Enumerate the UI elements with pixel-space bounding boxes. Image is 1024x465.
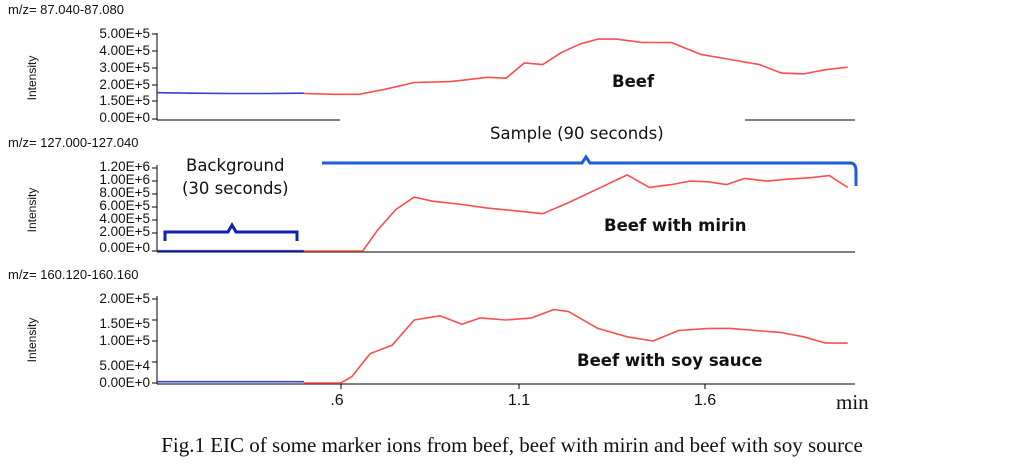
sample-bracket (322, 154, 858, 186)
y-tick: 1.00E+5 (99, 333, 150, 348)
mz-label-beef: m/z= 87.040-87.080 (8, 2, 124, 17)
y-tick: 4.00E+5 (99, 211, 150, 226)
y-tick: 4.00E+5 (99, 43, 150, 58)
sample-trace (303, 174, 849, 252)
y-tick: 0.00E+0 (99, 110, 150, 125)
y-tick: 1.20E+6 (99, 159, 150, 174)
y-tick: 1.50E+5 (99, 93, 150, 108)
background-label-line1: Background (186, 156, 284, 175)
x-tick-label: 1.1 (508, 392, 530, 409)
background-bracket (163, 221, 299, 241)
y-tick: 5.00E+5 (99, 26, 150, 41)
plot-area-soy (157, 308, 848, 384)
y-tick: 6.00E+5 (99, 198, 150, 213)
mz-label-mirin: m/z= 127.000-127.040 (8, 135, 138, 150)
y-tick: 2.00E+5 (99, 224, 150, 239)
panel-label-soy: Beef with soy sauce (577, 351, 763, 370)
panel-beef-with-soy-sauce: m/z= 160.120-160.160 2.00E+5 1.50E+5 1.0… (8, 267, 869, 414)
plot-area-mirin (157, 174, 849, 252)
background-annotation: Background (30 seconds) (163, 156, 299, 241)
y-tick: 0.00E+0 (99, 375, 150, 390)
sample-trace (303, 308, 848, 384)
y-tick: 1.50E+5 (99, 316, 150, 331)
y-axis-beef: 5.00E+5 4.00E+5 3.00E+5 2.00E+5 1.50E+5 … (99, 26, 158, 125)
background-label-line2: (30 seconds) (182, 179, 289, 198)
mz-label-soy: m/z= 160.120-160.160 (8, 267, 138, 282)
y-axis-label: Intensity (25, 188, 39, 233)
figure-caption: Fig.1 EIC of some marker ions from beef,… (161, 433, 863, 457)
background-trace (156, 91, 304, 95)
panel-beef: m/z= 87.040-87.080 5.00E+5 4.00E+5 3.00E… (8, 2, 855, 125)
panel-label-mirin: Beef with mirin (604, 216, 747, 235)
panel-label-beef: Beef (612, 72, 655, 91)
y-tick: 8.00E+5 (99, 185, 150, 200)
y-tick: 2.00E+5 (99, 77, 150, 92)
y-axis-label: Intensity (25, 56, 39, 101)
y-tick: 1.00E+6 (99, 172, 150, 187)
y-tick: 2.00E+5 (99, 291, 150, 306)
x-tick-label: 1.6 (694, 392, 716, 409)
x-tick-label: .6 (330, 392, 343, 409)
sample-label: Sample (90 seconds) (490, 124, 664, 143)
y-tick: 0.00E+0 (99, 240, 150, 255)
y-tick: 3.00E+5 (99, 60, 150, 75)
panel-beef-with-mirin: m/z= 127.000-127.040 1.20E+6 1.00E+6 8.0… (8, 135, 855, 255)
y-axis-soy: 2.00E+5 1.50E+5 1.00E+5 5.00E+4 0.00E+0 (99, 291, 158, 390)
y-axis-mirin: 1.20E+6 1.00E+6 8.00E+5 6.00E+5 4.00E+5 … (99, 159, 158, 255)
sample-annotation: Sample (90 seconds) (322, 124, 858, 186)
plot-area-beef (156, 38, 848, 96)
y-axis-label: Intensity (25, 318, 39, 363)
sample-trace (303, 38, 848, 96)
x-unit-label: min (836, 390, 869, 414)
y-tick: 5.00E+4 (99, 358, 150, 373)
